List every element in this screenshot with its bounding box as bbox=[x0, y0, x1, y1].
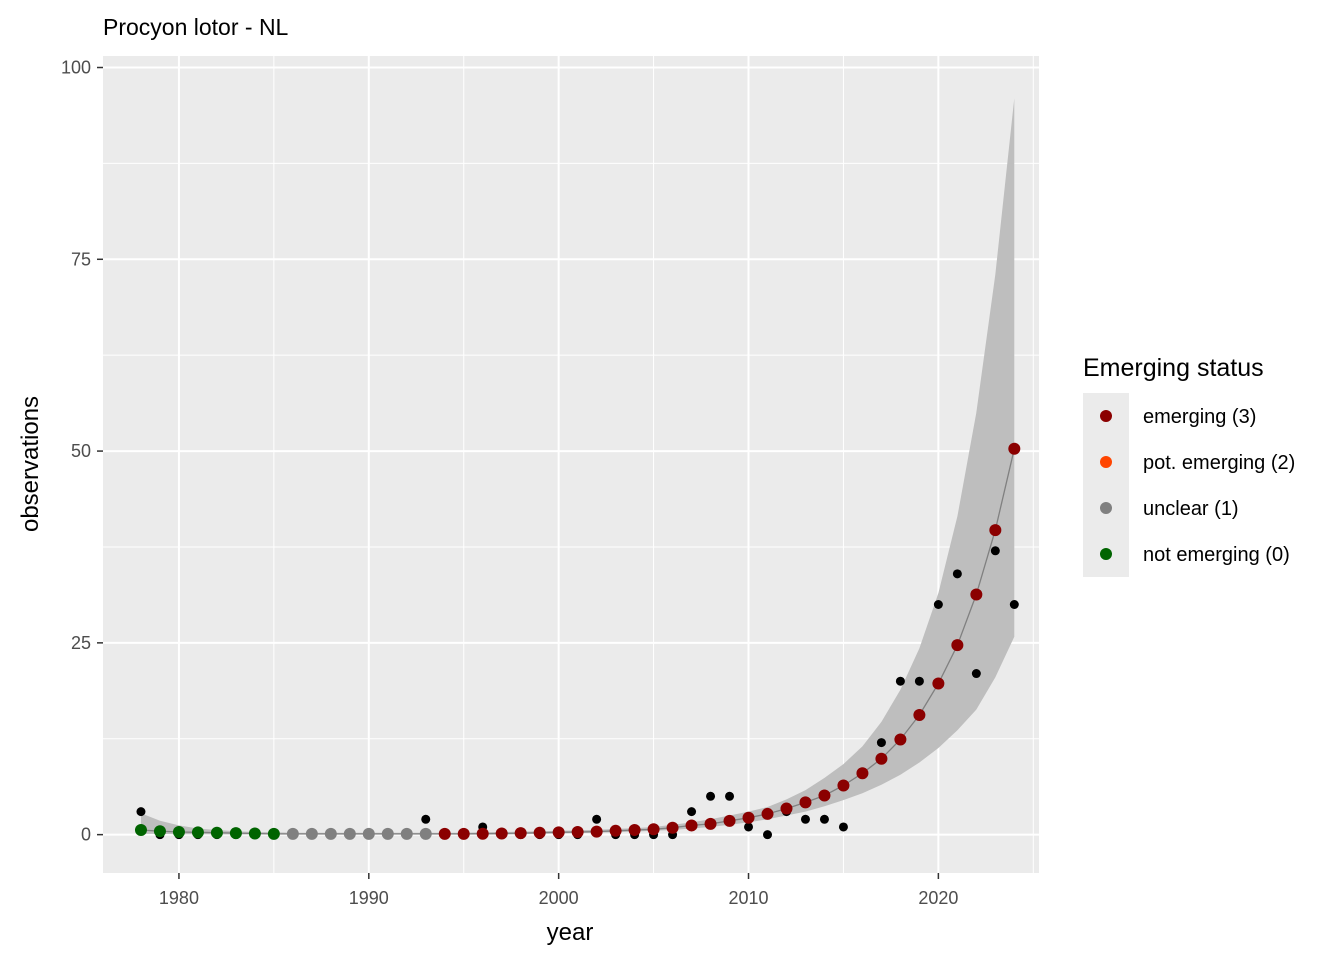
fitted-point bbox=[951, 639, 964, 652]
observed-point bbox=[725, 791, 735, 801]
x-tick-label: 1990 bbox=[349, 888, 389, 908]
y-tick-label: 100 bbox=[61, 58, 91, 78]
fitted-point bbox=[590, 825, 603, 838]
fitted-point bbox=[989, 524, 1002, 537]
fitted-point bbox=[609, 824, 622, 837]
y-axis-title: observations bbox=[17, 396, 44, 532]
x-tick-label: 2020 bbox=[918, 888, 958, 908]
fitted-point bbox=[780, 802, 793, 815]
legend-key bbox=[1100, 548, 1112, 560]
observed-point bbox=[800, 814, 810, 824]
observed-point bbox=[744, 822, 754, 832]
y-tick-label: 25 bbox=[71, 633, 91, 653]
legend-label: not emerging (0) bbox=[1143, 544, 1290, 566]
fitted-point bbox=[894, 733, 907, 746]
y-tick-label: 50 bbox=[71, 441, 91, 461]
fitted-point bbox=[875, 752, 888, 765]
y-tick-label: 0 bbox=[81, 825, 91, 845]
legend-label: emerging (3) bbox=[1143, 406, 1256, 428]
fitted-point bbox=[723, 814, 736, 827]
fitted-point bbox=[324, 827, 337, 840]
x-axis-title: year bbox=[547, 919, 594, 946]
fitted-point bbox=[172, 825, 185, 838]
legend-label: pot. emerging (2) bbox=[1143, 452, 1295, 474]
observed-point bbox=[1009, 600, 1019, 610]
fitted-point bbox=[647, 823, 660, 836]
fitted-point bbox=[343, 827, 356, 840]
legend: emerging (3) pot. emerging (2) unclear (1)… bbox=[1083, 393, 1295, 577]
legend-label: unclear (1) bbox=[1143, 498, 1239, 520]
observed-point bbox=[687, 807, 697, 817]
fitted-point bbox=[286, 827, 299, 840]
observed-point bbox=[933, 600, 943, 610]
observed-point bbox=[421, 814, 431, 824]
observed-point bbox=[706, 791, 716, 801]
y-axis: 0 25 50 75 100 bbox=[61, 58, 103, 845]
fitted-point bbox=[438, 827, 451, 840]
fitted-point bbox=[248, 827, 261, 840]
fitted-point bbox=[818, 789, 831, 802]
observed-point bbox=[136, 807, 146, 817]
fitted-point bbox=[970, 588, 983, 601]
legend-key-background bbox=[1083, 393, 1129, 577]
x-tick-label: 2000 bbox=[539, 888, 579, 908]
fitted-point bbox=[685, 819, 698, 832]
fitted-point bbox=[153, 825, 166, 838]
observed-point bbox=[838, 822, 848, 832]
fitted-point bbox=[476, 827, 489, 840]
fitted-point bbox=[305, 827, 318, 840]
observed-point bbox=[763, 830, 773, 840]
fitted-point bbox=[495, 827, 508, 840]
legend-title: Emerging status bbox=[1083, 354, 1264, 382]
fitted-point bbox=[799, 796, 812, 809]
x-axis: 1980 1990 2000 2010 2020 bbox=[159, 873, 958, 908]
legend-key bbox=[1100, 502, 1112, 514]
observed-point bbox=[990, 546, 1000, 556]
fitted-point bbox=[514, 827, 527, 840]
x-tick-label: 1980 bbox=[159, 888, 199, 908]
fitted-point bbox=[837, 779, 850, 792]
grid-major bbox=[103, 56, 1039, 873]
observed-point bbox=[876, 738, 886, 748]
chart-title: Procyon lotor - NL bbox=[103, 14, 289, 40]
observed-point bbox=[914, 676, 924, 686]
fitted-point bbox=[761, 807, 774, 820]
observed-point bbox=[971, 669, 981, 679]
y-tick-label: 75 bbox=[71, 249, 91, 269]
fitted-point bbox=[856, 767, 869, 780]
observed-point bbox=[895, 676, 905, 686]
fitted-point bbox=[666, 821, 679, 834]
fitted-point bbox=[134, 824, 147, 837]
fitted-point bbox=[704, 817, 717, 830]
fitted-point bbox=[533, 826, 546, 839]
fitted-points bbox=[134, 442, 1021, 840]
fitted-point bbox=[229, 827, 242, 840]
fitted-point bbox=[932, 677, 945, 690]
fitted-point bbox=[362, 827, 375, 840]
fitted-point bbox=[742, 811, 755, 824]
observed-point bbox=[592, 814, 602, 824]
fitted-point bbox=[419, 827, 432, 840]
fitted-point bbox=[210, 826, 223, 839]
fitted-point bbox=[400, 827, 413, 840]
observed-point bbox=[819, 814, 829, 824]
fitted-point bbox=[913, 708, 926, 721]
x-tick-label: 2010 bbox=[728, 888, 768, 908]
observed-point bbox=[952, 569, 962, 579]
legend-key bbox=[1100, 456, 1112, 468]
fitted-point bbox=[191, 826, 204, 839]
fitted-point bbox=[571, 825, 584, 838]
legend-key bbox=[1100, 410, 1112, 422]
fitted-point bbox=[381, 827, 394, 840]
fitted-point bbox=[628, 824, 641, 837]
fitted-point bbox=[552, 826, 565, 839]
fitted-point bbox=[267, 827, 280, 840]
grid-minor bbox=[103, 56, 1039, 873]
fitted-point bbox=[1008, 442, 1021, 455]
fitted-point bbox=[457, 827, 470, 840]
